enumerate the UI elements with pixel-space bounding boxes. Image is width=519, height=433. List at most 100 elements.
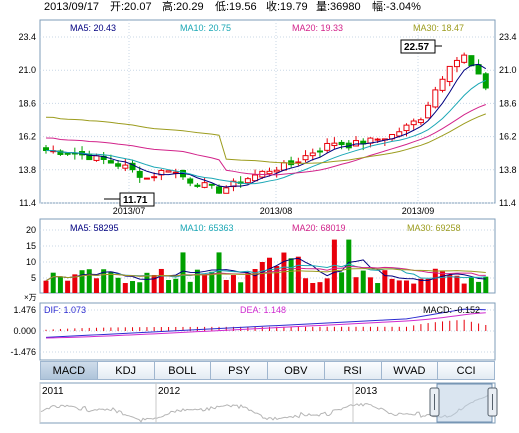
- volume-bar: [130, 281, 136, 293]
- navigator-area: [39, 383, 494, 423]
- header-open: 开:20.07: [110, 1, 152, 13]
- price-ma-line: [45, 79, 486, 185]
- volume-bar: [158, 268, 164, 293]
- candle-body: [338, 141, 345, 146]
- volume-bar: [115, 277, 121, 293]
- tab-psy[interactable]: PSY: [211, 362, 268, 379]
- candle-body: [194, 184, 201, 187]
- candle-body: [266, 170, 273, 175]
- candle-body: [64, 152, 71, 155]
- candle-body: [172, 171, 179, 174]
- candle-body: [302, 155, 309, 161]
- candle-body: [230, 180, 237, 188]
- volume-bar: [93, 278, 99, 293]
- price-y-tick: 18.6: [18, 98, 36, 108]
- candle-body: [446, 65, 453, 83]
- volume-bar: [65, 280, 71, 293]
- candle-body: [280, 162, 287, 171]
- volume-bar: [57, 276, 63, 293]
- price-x-tick: 2013/08: [260, 206, 293, 216]
- candle-body: [410, 120, 417, 126]
- candle-body: [403, 124, 410, 132]
- tab-macd[interactable]: MACD: [41, 362, 98, 379]
- candle-body: [475, 64, 482, 75]
- volume-bar: [303, 278, 309, 293]
- tab-cci[interactable]: CCI: [438, 362, 494, 379]
- volume-bar: [432, 268, 438, 293]
- macd-y-tick: 0.000: [13, 326, 36, 336]
- candle-body: [216, 186, 223, 194]
- candle-body: [439, 78, 446, 91]
- price-y-tick: 11.4: [499, 198, 516, 208]
- volume-bar: [339, 272, 345, 293]
- volume-bar: [353, 277, 359, 293]
- price-y-tick: 11.4: [19, 198, 36, 208]
- macd-dif-label: DIF: 1.073: [44, 305, 86, 315]
- volume-y-ticks: 20 15 10 5: [26, 225, 36, 283]
- volume-bar: [411, 283, 417, 293]
- volume-bar: [259, 261, 265, 293]
- tab-obv[interactable]: OBV: [268, 362, 325, 379]
- navigator-selection[interactable]: [436, 383, 493, 423]
- volume-y-tick: 5: [31, 273, 36, 283]
- macd-dea-label: DEA: 1.148: [240, 305, 286, 315]
- candle-body: [468, 55, 475, 67]
- volume-bar: [274, 266, 280, 293]
- volume-bar: [202, 274, 208, 293]
- volume-bar: [223, 279, 229, 293]
- volume-ma-lines: [45, 257, 486, 282]
- volume-bar: [396, 280, 402, 293]
- volume-bar: [324, 278, 330, 293]
- min-price-label: 11.71: [123, 195, 148, 206]
- tab-boll[interactable]: BOLL: [154, 362, 212, 379]
- candle-body: [122, 164, 129, 169]
- tab-rsi[interactable]: RSI: [324, 362, 382, 379]
- volume-bar: [108, 271, 114, 293]
- volume-bar: [476, 281, 482, 293]
- volume-bar: [389, 278, 395, 293]
- candle-body: [324, 142, 331, 151]
- candle-body: [316, 150, 323, 153]
- price-ma-line: [45, 113, 486, 164]
- volume-bar: [331, 239, 337, 293]
- volume-bar: [72, 274, 78, 293]
- volume-bar: [295, 256, 301, 293]
- candle-body: [57, 150, 64, 155]
- volume-bar: [187, 281, 193, 293]
- header-close: 收:19.79: [266, 0, 308, 13]
- candle-body: [425, 104, 432, 119]
- volume-bar: [209, 271, 215, 293]
- macd-lines: [45, 308, 486, 339]
- candle-body: [223, 187, 230, 194]
- candle-body: [453, 59, 460, 68]
- volume-bar: [461, 283, 467, 293]
- tab-wvad[interactable]: WVAD: [381, 362, 439, 379]
- price-ma30-label: MA30: 18.47: [413, 23, 464, 33]
- candle-body: [115, 163, 122, 167]
- price-y-tick: 16.2: [18, 132, 36, 142]
- price-y-tick: 21.0: [18, 65, 36, 75]
- price-ma-line: [45, 104, 486, 176]
- max-price-label: 22.57: [404, 42, 429, 53]
- macd-dif-line: [45, 308, 486, 338]
- price-y-tick: 16.2: [499, 132, 517, 142]
- volume-ma5-label: MA5: 58295: [70, 223, 119, 233]
- volume-bar: [310, 283, 316, 293]
- candle-body: [201, 182, 208, 188]
- tab-kdj[interactable]: KDJ: [97, 362, 155, 379]
- volume-bar: [367, 277, 373, 293]
- candle-body: [353, 140, 360, 147]
- volume-bar: [50, 272, 56, 293]
- header-date: 2013/09/17: [44, 1, 99, 13]
- candle-body: [43, 147, 49, 151]
- volume-bar: [144, 272, 150, 293]
- candle-body: [309, 152, 316, 157]
- volume-bar: [166, 279, 172, 293]
- navigator-year: 2012: [158, 386, 181, 397]
- time-navigator[interactable]: [39, 382, 496, 424]
- macd-grid: [40, 309, 495, 353]
- candle-body: [244, 178, 251, 184]
- macd-y-ticks: 1.476 0.000 -1.476: [10, 305, 36, 357]
- volume-bar: [151, 274, 157, 293]
- price-x-ticks: 2013/07 2013/08 2013/09: [113, 206, 435, 216]
